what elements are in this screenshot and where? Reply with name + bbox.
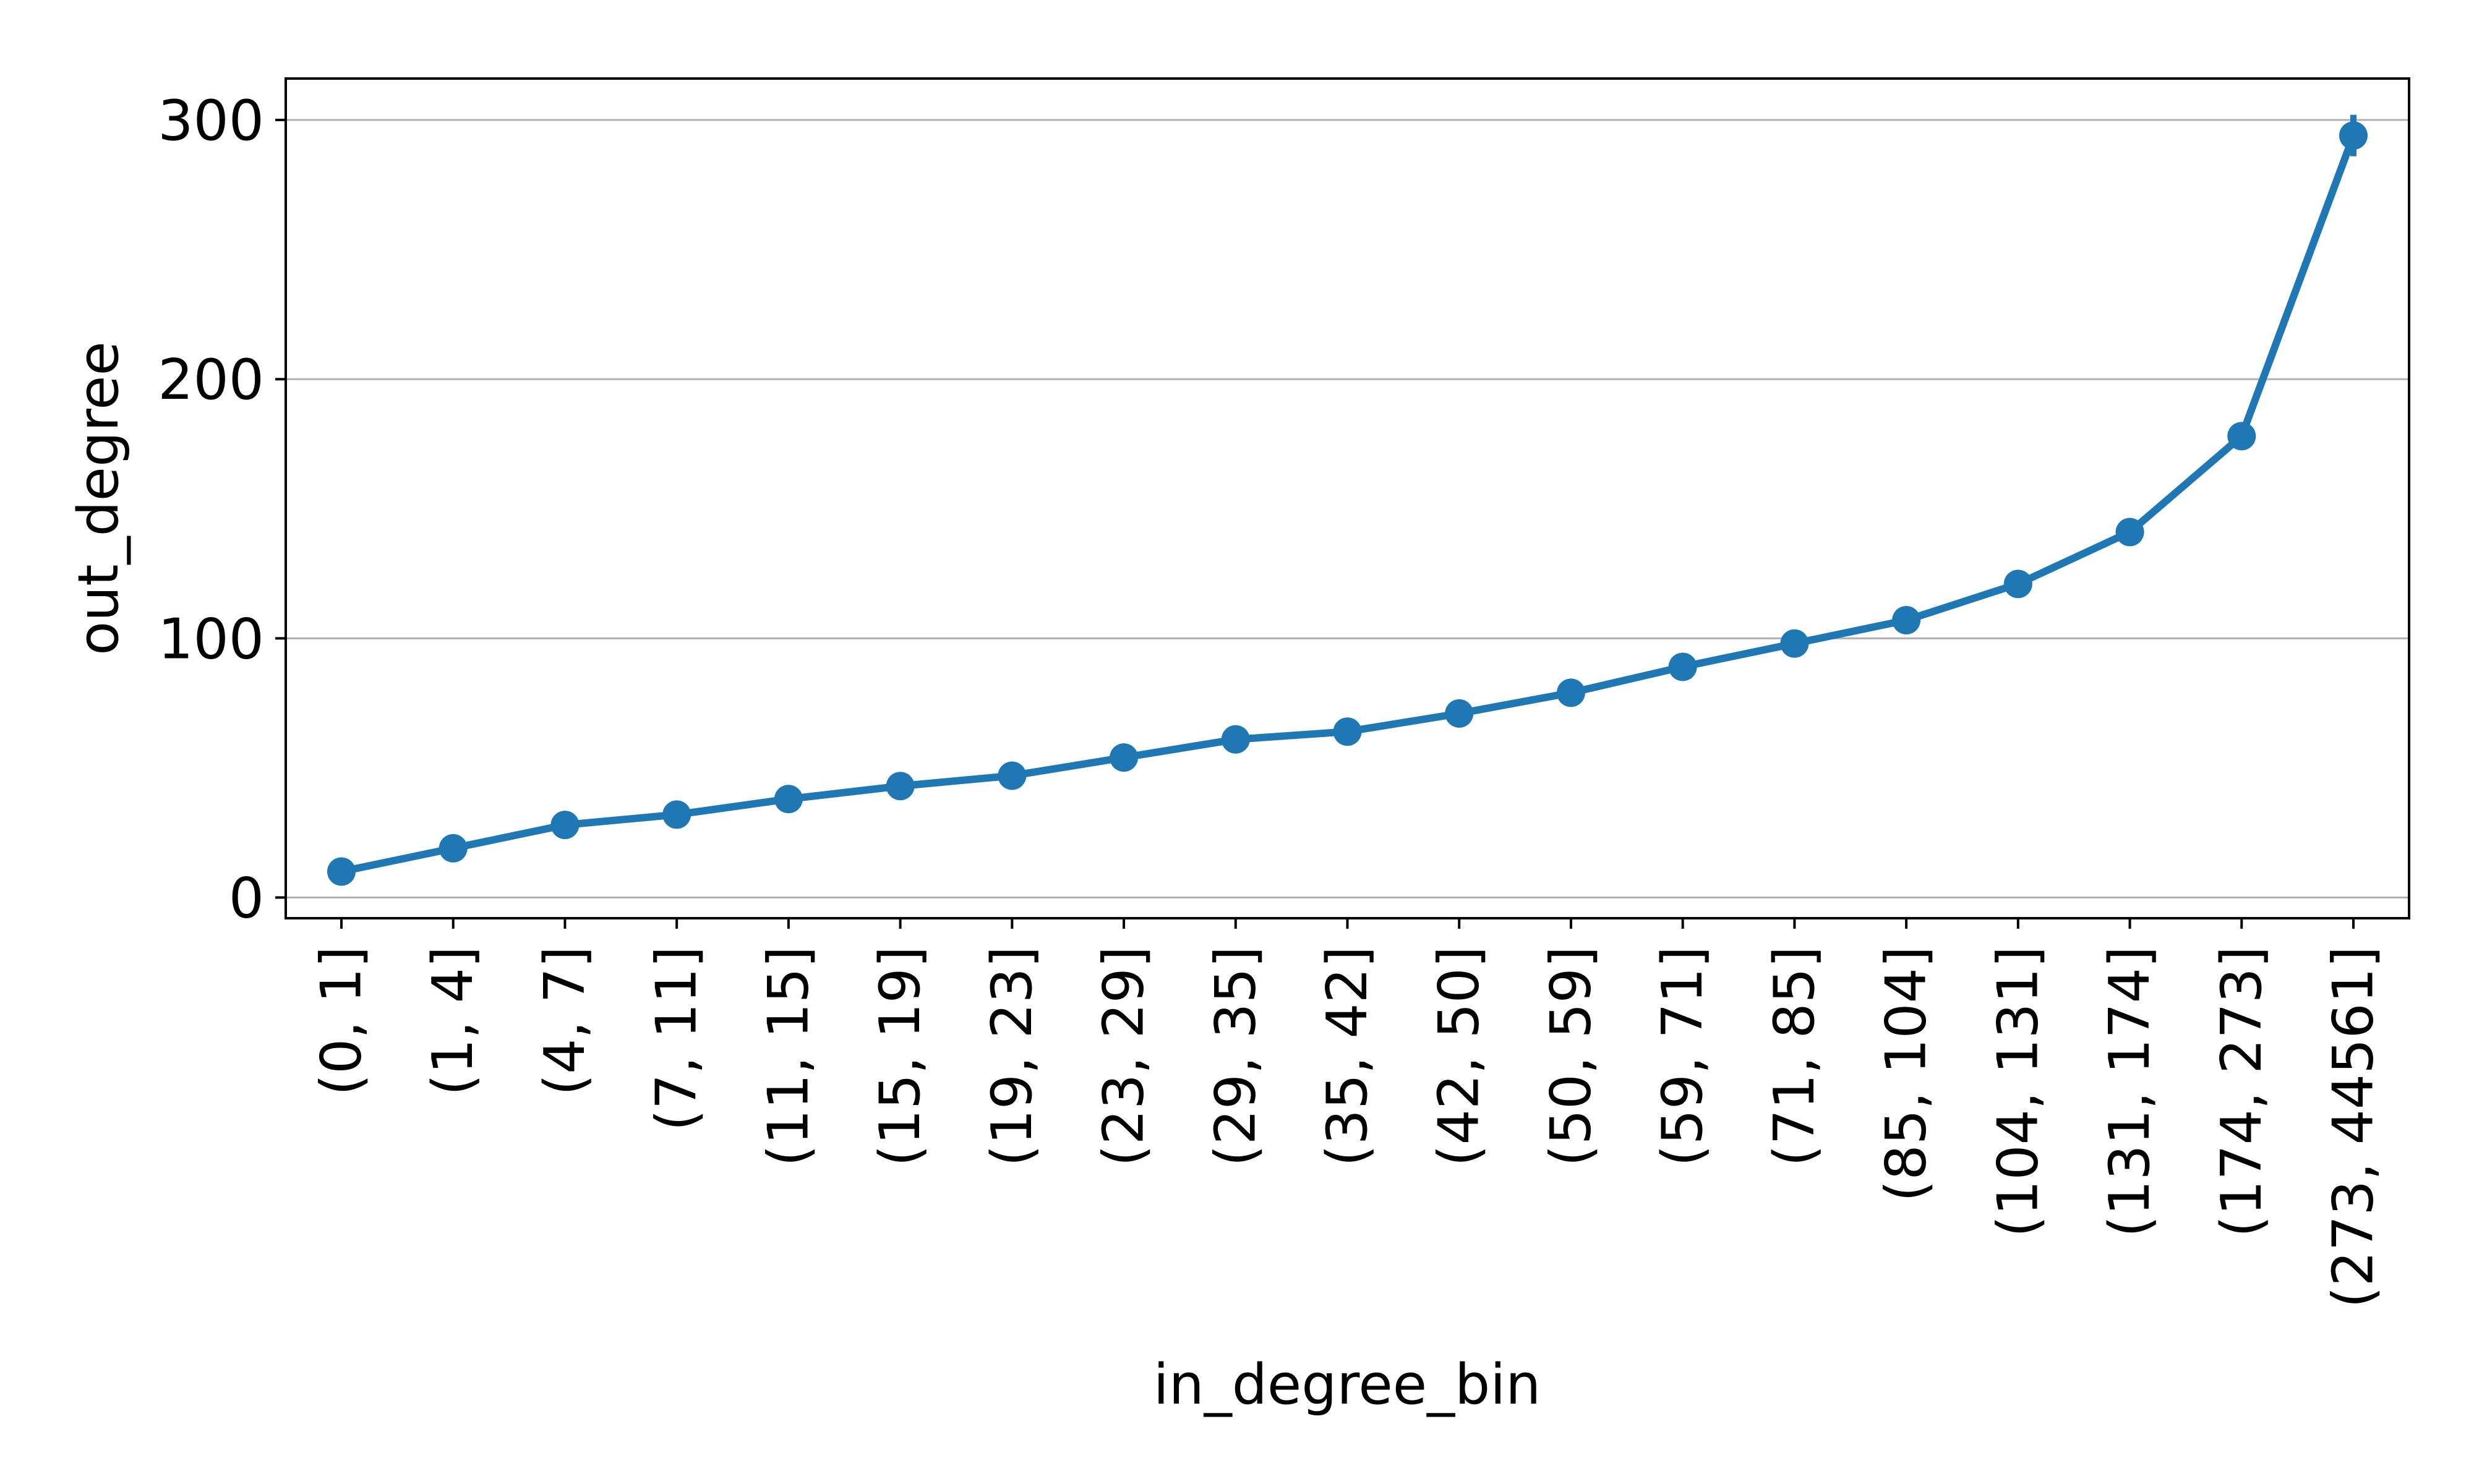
x-tick-label: (131, 174] xyxy=(2097,946,2162,1237)
x-tick-label: (4, 7] xyxy=(533,946,597,1096)
x-tick-label: (1, 4] xyxy=(421,946,486,1096)
x-tick-label: (104, 131] xyxy=(1985,946,2050,1237)
x-tick-label: (11, 15] xyxy=(756,946,821,1166)
y-axis: 0 100 200 300 xyxy=(158,88,286,931)
x-tick-label: (71, 85] xyxy=(1762,946,1827,1166)
data-point xyxy=(1556,678,1585,707)
data-point xyxy=(1780,629,1809,658)
data-point xyxy=(2003,569,2032,599)
data-point xyxy=(2115,518,2144,547)
x-tick-label: (19, 23] xyxy=(980,946,1045,1166)
data-point xyxy=(550,811,580,840)
x-axis: (0, 1] (1, 4] (4, 7] (7, 11] (11, 15] (15, 19… xyxy=(309,918,2386,1308)
series-layer xyxy=(327,114,2368,886)
data-point xyxy=(2339,121,2368,150)
x-tick-label: (59, 71] xyxy=(1650,946,1715,1166)
series-line xyxy=(338,132,2357,876)
data-point xyxy=(662,800,691,829)
data-point xyxy=(1668,652,1697,681)
x-tick-label: (42, 50] xyxy=(1427,946,1492,1166)
data-point xyxy=(1110,743,1139,772)
y-tick-label: 200 xyxy=(158,348,264,412)
y-axis-title: out_degree xyxy=(66,341,131,655)
y-tick-label: 300 xyxy=(158,88,264,153)
x-tick-label: (0, 1] xyxy=(309,946,374,1096)
x-tick-label: (85, 104] xyxy=(1874,946,1939,1202)
data-point xyxy=(1445,699,1474,728)
x-tick-label: (7, 11] xyxy=(644,946,709,1131)
x-tick-label: (15, 19] xyxy=(868,946,933,1166)
plot-frame xyxy=(285,77,2410,919)
data-point xyxy=(1892,605,1921,634)
x-tick-label: (50, 59] xyxy=(1538,946,1603,1166)
x-tick-label: (35, 42] xyxy=(1315,946,1380,1166)
data-point xyxy=(1221,725,1250,754)
data-point xyxy=(774,785,803,814)
y-tick-label: 0 xyxy=(229,866,264,931)
x-tick-label: (273, 44561] xyxy=(2321,946,2386,1308)
x-tick-label: (174, 273] xyxy=(2209,946,2274,1237)
x-axis-title: in_degree_bin xyxy=(1154,1352,1541,1417)
x-tick-label: (29, 35] xyxy=(1203,946,1268,1166)
data-point xyxy=(1333,717,1362,746)
y-gridlines xyxy=(286,119,2409,898)
data-point xyxy=(327,857,356,886)
x-tick-label: (23, 29] xyxy=(1092,946,1157,1166)
data-point xyxy=(998,761,1027,790)
data-point xyxy=(886,772,915,801)
data-point xyxy=(2227,422,2256,451)
y-tick-label: 100 xyxy=(158,607,264,672)
data-point xyxy=(439,834,468,863)
